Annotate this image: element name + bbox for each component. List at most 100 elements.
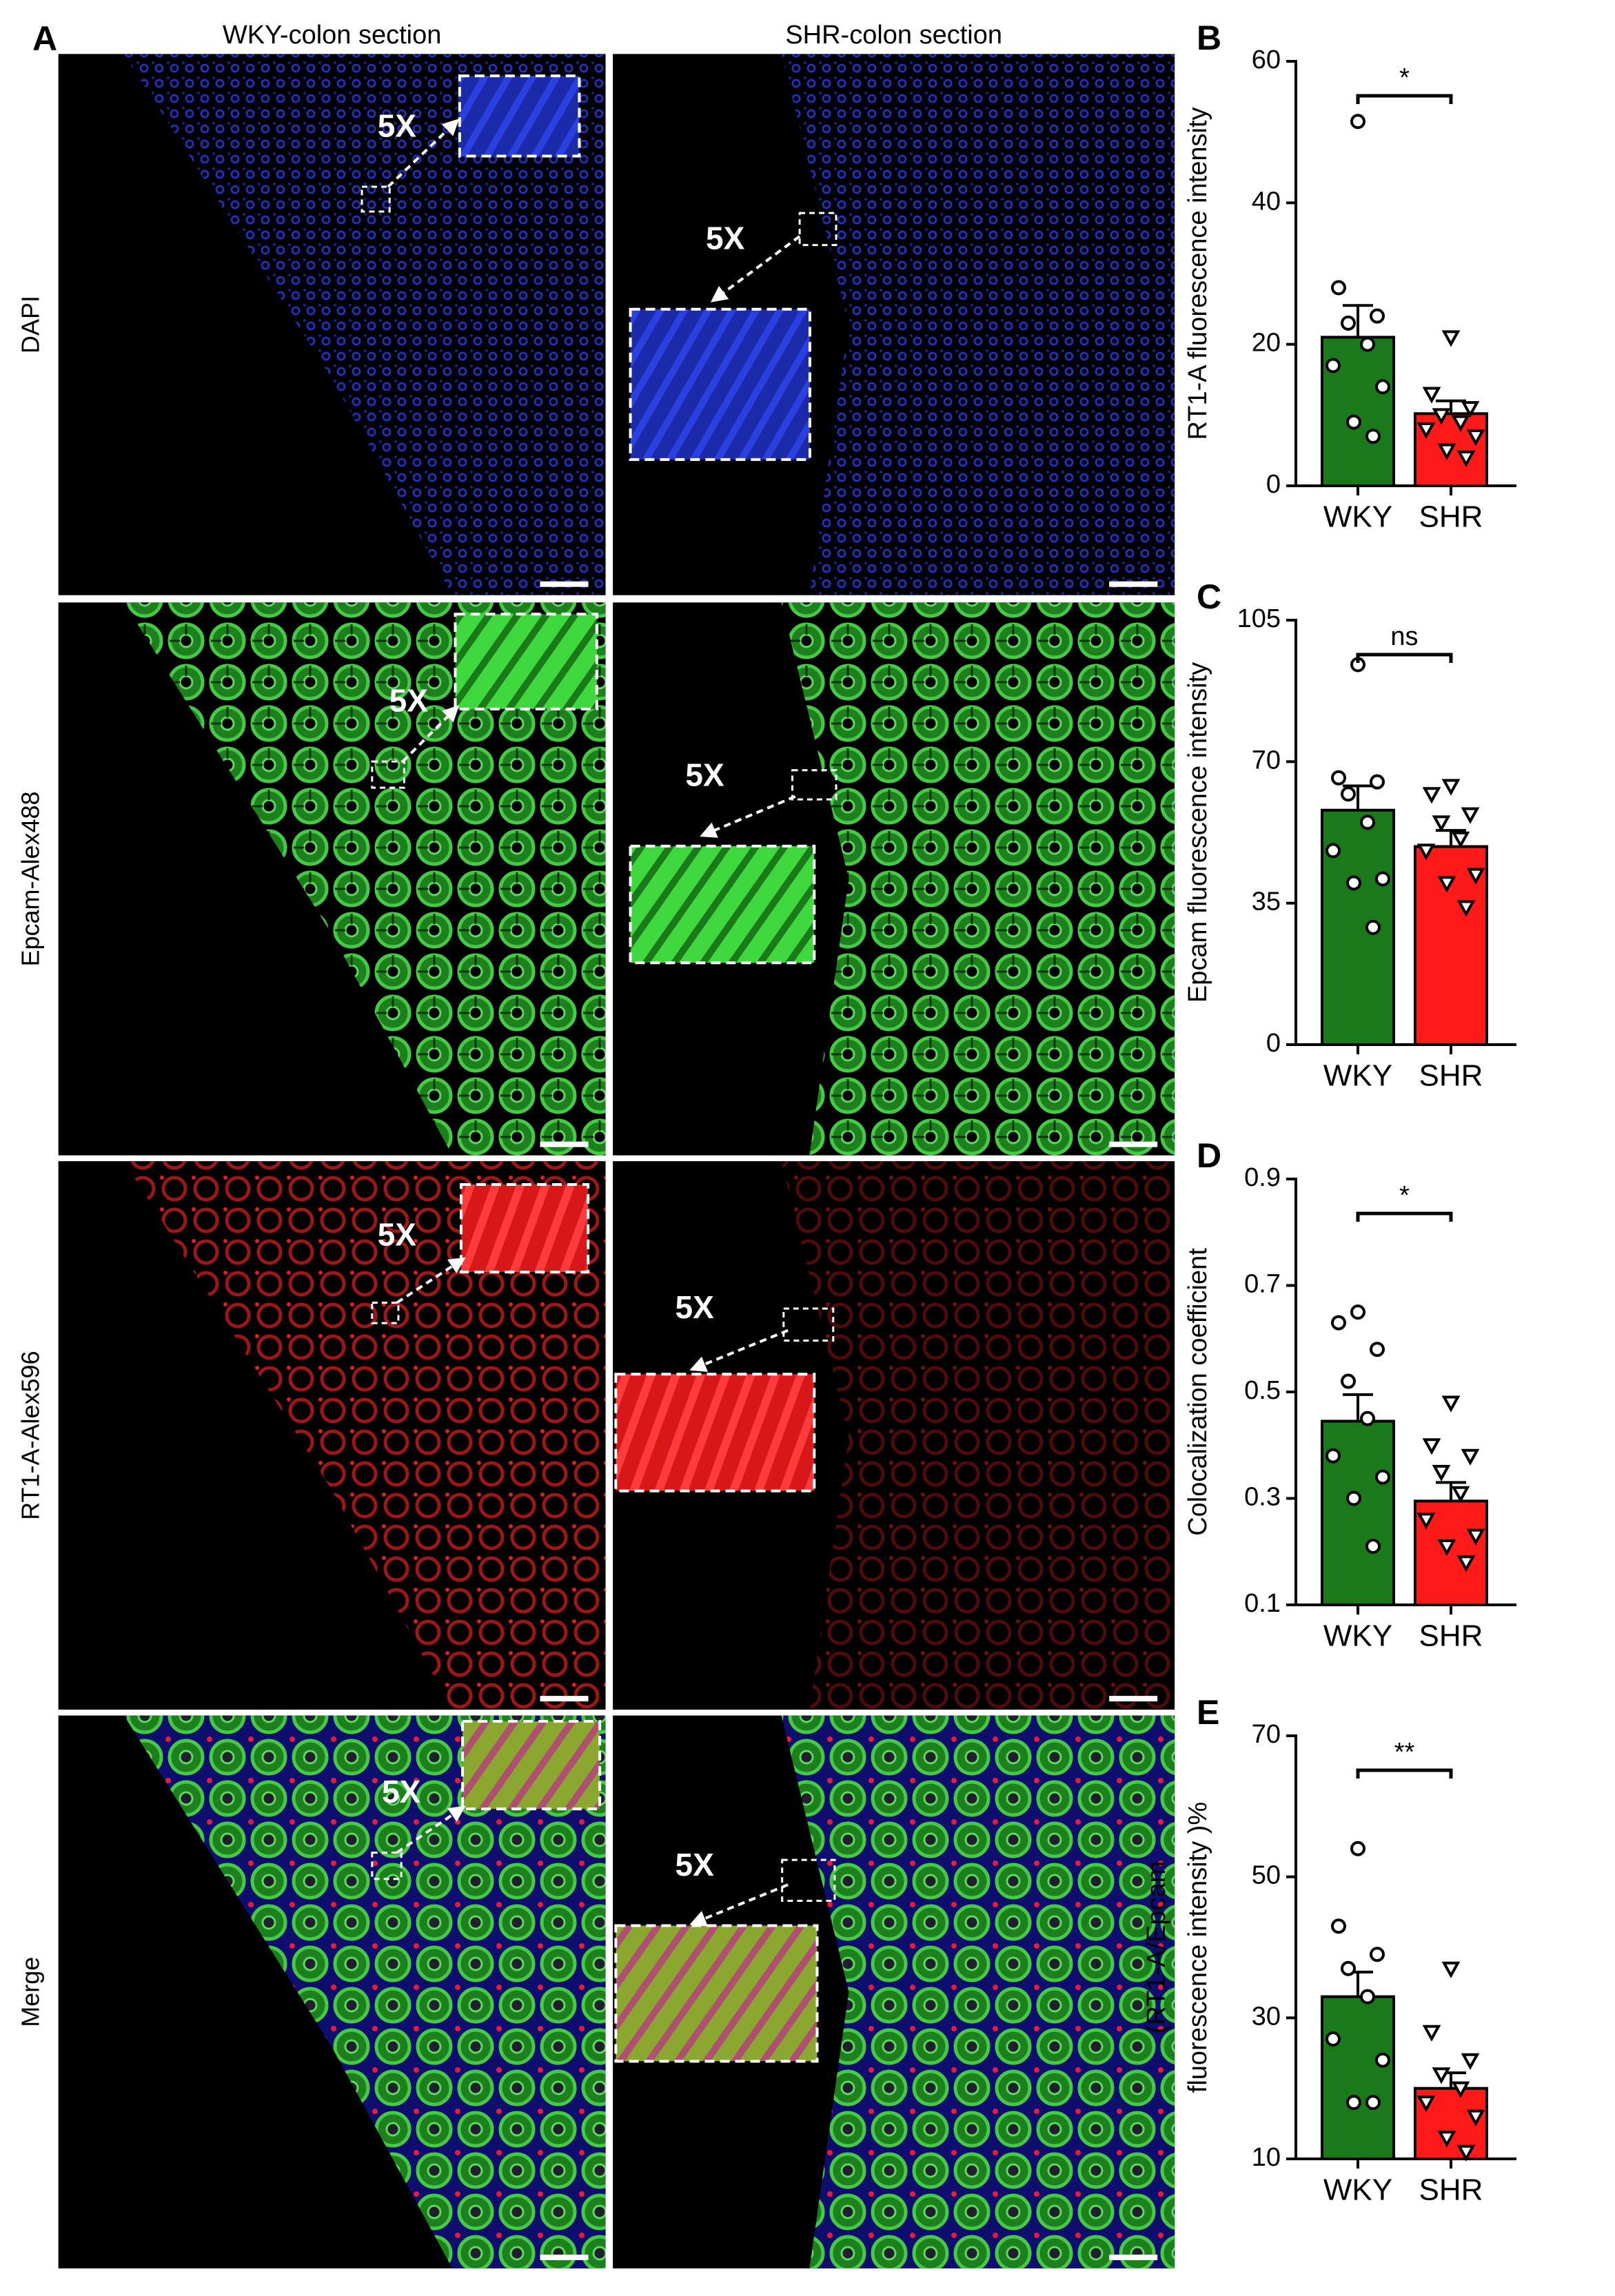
zoom-inset [614,1373,816,1493]
tissue [123,54,606,595]
significance-label: * [1399,1181,1410,1210]
bar [1321,1995,1395,2160]
error-bar [1343,304,1373,338]
data-point [1360,1989,1375,2005]
data-point [1375,871,1390,887]
data-point [1437,2131,1456,2148]
y-tick-label: 30 [1252,2002,1281,2031]
zoom-source-box [791,769,837,801]
zoom-source-box [371,1852,403,1880]
data-point [1441,1961,1461,1978]
zoom-inset [629,844,816,965]
y-axis-label: fluorescence intensity )% [1184,1802,1212,2093]
zoom-label: 5X [389,683,429,719]
zoom-source-box [782,1307,835,1342]
scale-bar [1109,1141,1158,1147]
data-point [1346,875,1361,891]
data-point [1461,807,1480,824]
data-point [1370,1342,1385,1357]
row-label: Epcam-Alex488 [17,791,45,966]
significance-bracket [1356,94,1453,104]
error-bar [1436,399,1466,414]
data-point [1461,401,1480,418]
data-point [1456,450,1476,468]
scale-bar [540,1696,589,1702]
zoom-inset [458,74,581,158]
x-tick-label: WKY [1323,500,1392,534]
data-point [1375,1469,1390,1485]
data-point [1346,1490,1361,1506]
data-point [1360,336,1375,352]
zoom-label: 5X [378,107,417,143]
x-tick-label: WKY [1323,1619,1392,1653]
panel-label: E [1197,1693,1219,1732]
data-point [1422,787,1441,804]
zoom-arrow [689,1883,789,1927]
zoom-label: 5X [676,1847,715,1883]
data-point [1456,900,1476,917]
data-point [1432,815,1451,832]
significance-label: ** [1394,1738,1415,1767]
zoom-inset [629,307,811,461]
data-point [1365,919,1381,935]
panel-label: A [32,19,57,58]
data-point [1331,1315,1346,1331]
x-tick-label: SHR [1419,2173,1483,2207]
zoom-arrow [387,119,460,188]
data-point [1365,1539,1381,1555]
data-point [1331,1918,1346,1934]
data-point [1461,2053,1480,2070]
data-point [1456,2144,1476,2162]
zoom-label: 5X [382,1774,421,1810]
y-tick-label: 35 [1252,888,1281,916]
data-point [1350,1304,1365,1320]
data-point [1365,2095,1381,2111]
y-tick-label: 70 [1252,1720,1281,1749]
data-point [1365,429,1381,444]
panel-label: C [1197,577,1221,616]
tissue [781,602,1175,1156]
data-point [1437,1539,1456,1557]
row-label: RT1-A-Alex596 [17,1351,45,1519]
data-point [1441,330,1461,347]
zoom-label: 5X [685,757,724,793]
panel-label: D [1197,1136,1221,1175]
bar [1321,336,1395,487]
significance-bracket [1356,653,1453,663]
data-point [1466,2109,1485,2126]
row-label: DAPI [17,296,45,353]
data-point [1370,1947,1385,1962]
zoom-arrow [700,795,796,838]
data-point [1341,315,1356,331]
data-point [1360,1411,1375,1426]
data-point [1437,876,1456,893]
y-axis-label: (RT1-A/Epcam [1142,1861,1171,2034]
zoom-source-box [371,1301,400,1324]
data-point [1325,358,1341,373]
zoom-inset [459,1183,590,1274]
y-tick-label: 0.9 [1244,1163,1281,1192]
data-point [1346,414,1361,430]
data-point [1375,379,1390,395]
zoom-inset [454,613,598,710]
zoom-source-box [360,185,391,213]
column-title: WKY-colon section [223,21,442,50]
data-point [1422,1438,1441,1455]
data-point [1370,774,1385,790]
data-point [1432,1464,1451,1482]
y-tick-label: 10 [1252,2143,1281,2172]
tissue [781,1161,1175,1710]
y-tick-label: 0.1 [1244,1589,1281,1618]
data-point [1331,770,1346,786]
significance-bracket [1356,1211,1453,1222]
y-tick-label: 20 [1252,329,1281,358]
y-tick-label: 0.7 [1244,1270,1281,1299]
scale-bar [540,581,589,587]
zoom-label: 5X [378,1216,417,1252]
data-point [1466,1528,1485,1546]
y-axis-label: Epcam fluorescence intensity [1184,662,1212,1003]
zoom-arrow [396,1805,466,1854]
zoom-inset [614,1924,819,2063]
y-tick-label: 0.5 [1244,1376,1281,1405]
